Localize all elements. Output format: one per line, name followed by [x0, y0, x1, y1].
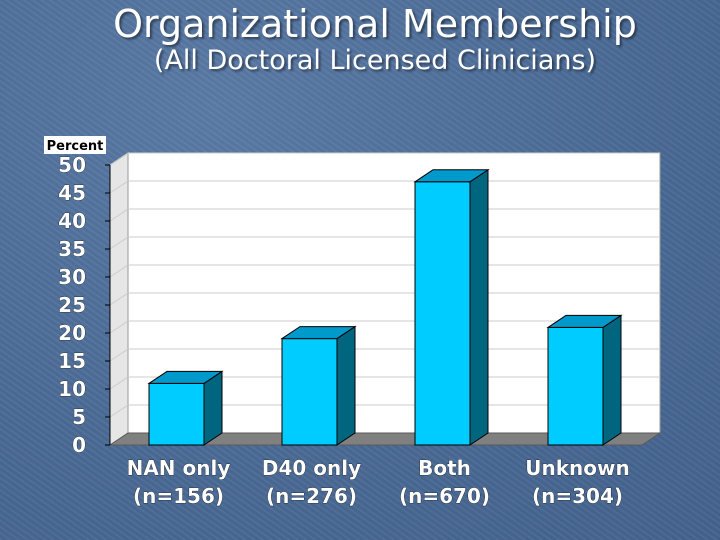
x-category-sublabel: (n=156): [133, 484, 224, 508]
y-tick-label: 25: [58, 293, 86, 317]
gridline-side: [109, 348, 129, 362]
gridline-side: [109, 404, 129, 418]
gridline-side: [109, 208, 129, 222]
x-category-label: D40 only: [262, 456, 361, 480]
x-category-label: Both: [418, 456, 471, 480]
y-axis-label: Percent: [47, 139, 104, 154]
bar-3: [414, 181, 471, 446]
x-category-label: NAN only: [127, 456, 231, 480]
bar-side-4: [602, 314, 622, 446]
gridline-side: [109, 292, 129, 306]
y-tick-label: 10: [58, 377, 86, 401]
y-axis-label-background: [44, 136, 106, 154]
gridline-side: [109, 264, 129, 278]
y-tick-label: 15: [58, 349, 86, 373]
bar-1: [148, 382, 205, 446]
y-tick-label: 45: [58, 181, 86, 205]
bar-top-2: [280, 326, 357, 340]
bar-top-4: [546, 314, 623, 328]
bar-top-3: [413, 169, 490, 183]
slide-subtitle: (All Doctoral Licensed Clinicians): [153, 45, 597, 76]
gridline-side: [109, 180, 129, 194]
gridline-side: [109, 320, 129, 334]
bar-side-3: [469, 168, 489, 446]
gridline-side: [109, 152, 129, 166]
y-tick-label: 30: [58, 265, 86, 289]
x-category-sublabel: (n=670): [399, 484, 490, 508]
y-tick-label: 50: [58, 153, 86, 177]
x-category-sublabel: (n=304): [532, 484, 623, 508]
gridline-side: [109, 236, 129, 250]
y-tick-label: 35: [58, 237, 86, 261]
x-category-sublabel: (n=276): [266, 484, 357, 508]
slide-title: Organizational Membership: [113, 2, 637, 46]
bar-top-1: [147, 370, 224, 384]
x-category-label: Unknown: [525, 456, 629, 480]
bar-side-2: [336, 325, 356, 446]
bar-4: [547, 326, 604, 446]
y-tick-label: 20: [58, 321, 86, 345]
y-tick-label: 40: [58, 209, 86, 233]
bar-2: [281, 338, 338, 446]
y-tick-label: 5: [72, 405, 86, 429]
bar-side-1: [203, 370, 223, 446]
gridline-side: [109, 376, 129, 390]
y-tick-label: 0: [72, 433, 86, 457]
